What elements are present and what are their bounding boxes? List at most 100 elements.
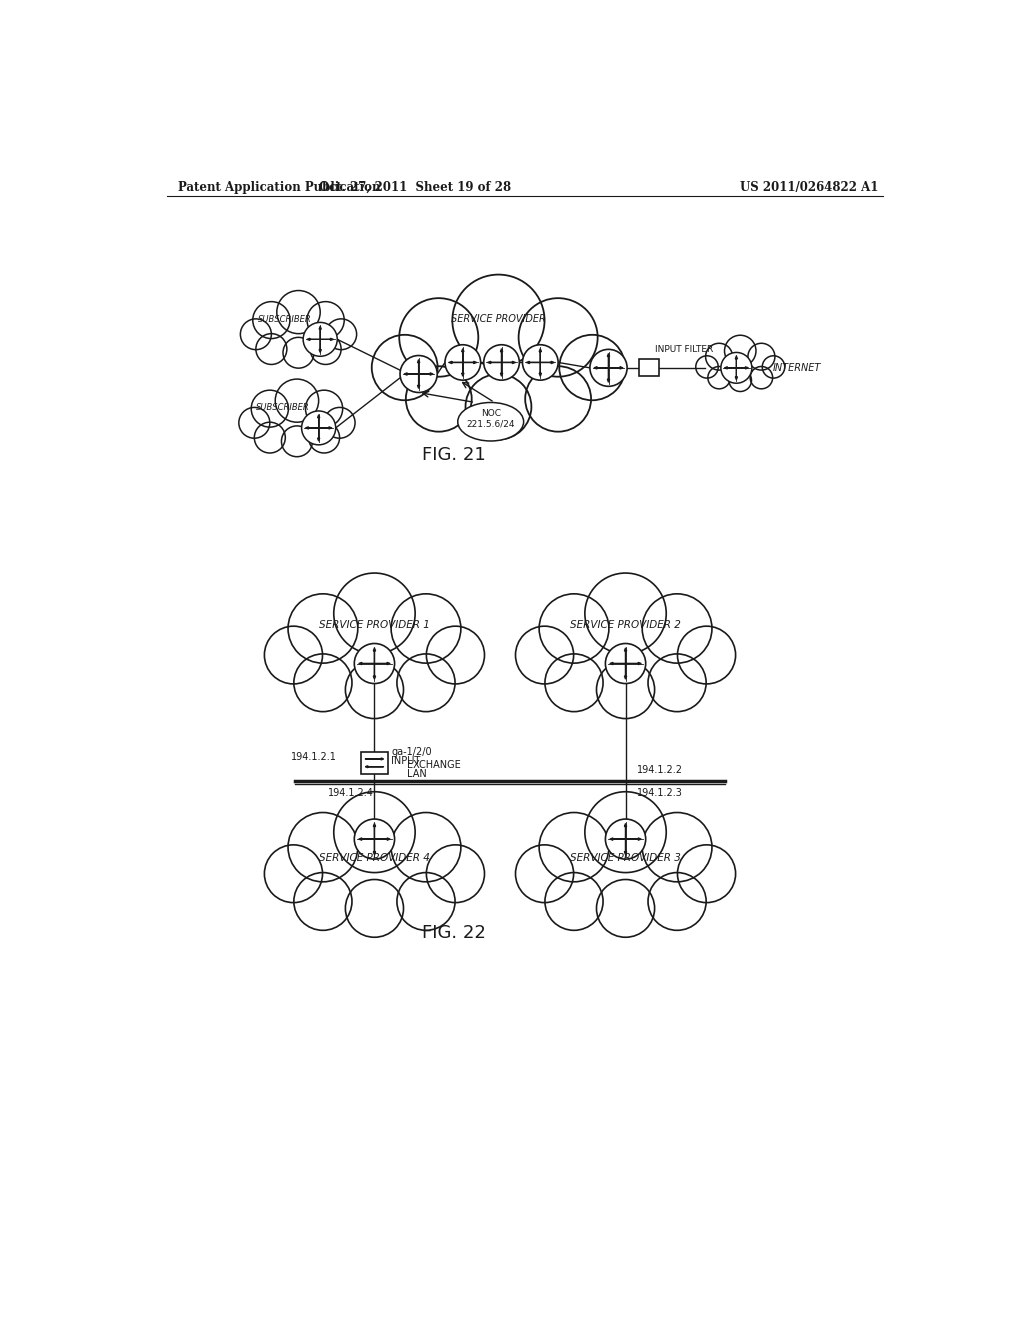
Circle shape: [695, 356, 718, 378]
Ellipse shape: [266, 405, 328, 442]
FancyArrow shape: [404, 372, 419, 375]
FancyArrow shape: [358, 838, 375, 841]
Text: 194.1.2.2: 194.1.2.2: [637, 764, 683, 775]
FancyArrow shape: [375, 838, 390, 841]
Circle shape: [308, 422, 340, 453]
Circle shape: [605, 644, 646, 684]
Circle shape: [426, 845, 484, 903]
FancyArrow shape: [608, 367, 623, 370]
Text: 221.5.6/24: 221.5.6/24: [467, 420, 515, 429]
FancyArrow shape: [418, 374, 420, 388]
FancyArrow shape: [736, 367, 749, 370]
FancyArrow shape: [541, 362, 554, 363]
Circle shape: [597, 879, 654, 937]
Circle shape: [559, 335, 626, 400]
Circle shape: [751, 367, 773, 389]
FancyArrow shape: [317, 414, 319, 428]
Circle shape: [345, 879, 403, 937]
FancyArrow shape: [724, 367, 736, 370]
FancyArrow shape: [358, 663, 375, 665]
Circle shape: [545, 873, 603, 931]
FancyArrow shape: [625, 840, 627, 854]
Circle shape: [283, 338, 314, 368]
Circle shape: [275, 379, 318, 422]
Text: INTERNET: INTERNET: [773, 363, 821, 372]
Ellipse shape: [430, 331, 566, 409]
Circle shape: [288, 594, 357, 663]
Ellipse shape: [315, 841, 433, 911]
Text: SERVICE PROVIDER 3: SERVICE PROVIDER 3: [570, 853, 681, 863]
Circle shape: [648, 873, 707, 931]
Circle shape: [254, 422, 286, 453]
FancyArrow shape: [319, 339, 322, 352]
FancyArrow shape: [625, 824, 627, 840]
Circle shape: [585, 792, 667, 873]
Circle shape: [253, 302, 290, 339]
Circle shape: [605, 818, 646, 859]
Text: SERVICE PROVIDER 1: SERVICE PROVIDER 1: [319, 620, 430, 630]
FancyArrow shape: [607, 368, 609, 383]
Circle shape: [406, 366, 472, 432]
FancyArrow shape: [449, 362, 463, 363]
Ellipse shape: [267, 317, 330, 354]
Circle shape: [725, 335, 756, 367]
Circle shape: [307, 302, 344, 339]
Circle shape: [590, 350, 627, 387]
Text: NOC: NOC: [480, 409, 501, 417]
Circle shape: [706, 343, 732, 370]
Circle shape: [545, 653, 603, 711]
FancyArrow shape: [625, 648, 627, 664]
Circle shape: [294, 653, 352, 711]
Circle shape: [251, 391, 289, 428]
Circle shape: [256, 334, 287, 364]
FancyArrow shape: [366, 766, 384, 768]
FancyArrow shape: [463, 362, 477, 363]
Text: SUBSCRIBER: SUBSCRIBER: [258, 314, 311, 323]
FancyArrow shape: [610, 663, 626, 665]
Circle shape: [239, 408, 270, 438]
FancyArrow shape: [501, 363, 503, 376]
FancyArrow shape: [317, 428, 319, 441]
Circle shape: [326, 319, 356, 350]
Text: FIG. 21: FIG. 21: [422, 446, 485, 465]
Circle shape: [391, 594, 461, 663]
FancyArrow shape: [735, 356, 737, 368]
Text: 194.1.2.1: 194.1.2.1: [292, 752, 337, 762]
Circle shape: [276, 290, 321, 334]
Circle shape: [282, 426, 312, 457]
Circle shape: [525, 366, 591, 432]
Circle shape: [540, 813, 609, 882]
Circle shape: [294, 873, 352, 931]
Circle shape: [708, 367, 730, 389]
Ellipse shape: [566, 841, 684, 911]
FancyArrow shape: [374, 824, 376, 840]
Circle shape: [354, 818, 394, 859]
Bar: [639, 359, 658, 376]
Text: 194.1.2.3: 194.1.2.3: [637, 788, 683, 799]
Circle shape: [264, 845, 323, 903]
Text: 194.1.2.4: 194.1.2.4: [328, 788, 374, 799]
Circle shape: [466, 374, 531, 440]
FancyArrow shape: [321, 338, 334, 341]
Circle shape: [264, 626, 323, 684]
Circle shape: [399, 298, 478, 376]
FancyArrow shape: [540, 348, 542, 363]
Circle shape: [334, 573, 415, 653]
FancyArrow shape: [501, 348, 503, 363]
Circle shape: [397, 653, 455, 711]
Circle shape: [648, 653, 707, 711]
Circle shape: [445, 345, 480, 380]
Circle shape: [305, 391, 343, 428]
FancyArrow shape: [374, 840, 376, 854]
Text: SERVICE PROVIDER 2: SERVICE PROVIDER 2: [570, 620, 681, 630]
Ellipse shape: [458, 403, 523, 441]
Ellipse shape: [315, 623, 433, 692]
Circle shape: [241, 319, 271, 350]
Circle shape: [515, 845, 573, 903]
Text: Oct. 27, 2011  Sheet 19 of 28: Oct. 27, 2011 Sheet 19 of 28: [318, 181, 511, 194]
FancyArrow shape: [319, 326, 322, 339]
Circle shape: [372, 335, 437, 400]
FancyArrow shape: [318, 426, 332, 429]
Text: Patent Application Publication: Patent Application Publication: [178, 181, 381, 194]
Circle shape: [345, 661, 403, 718]
